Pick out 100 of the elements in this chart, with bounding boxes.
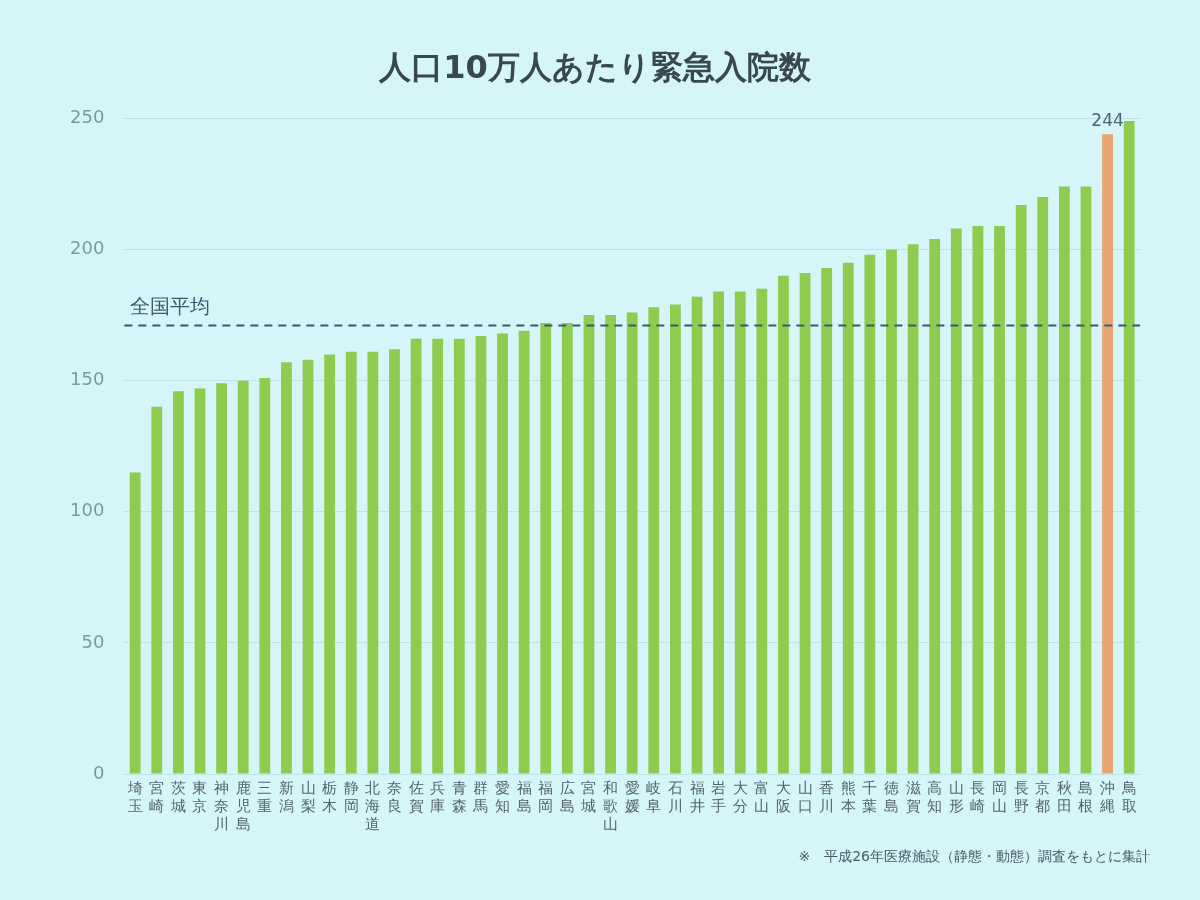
chart-title: 人口10万人あたり緊急入院数 [378, 47, 812, 86]
bar [1037, 197, 1049, 774]
bar [799, 273, 811, 774]
bar [367, 351, 379, 774]
x-tick-label: 和歌山 [603, 778, 619, 833]
bar [1123, 121, 1135, 774]
x-tick-label: 茨城 [169, 778, 186, 815]
bar [410, 338, 422, 774]
bar [583, 315, 595, 774]
y-tick-label: 250 [70, 106, 105, 128]
bar [129, 472, 141, 774]
x-tick-label: 香川 [819, 778, 835, 815]
x-tick-label: 千葉 [862, 778, 878, 815]
bar [842, 262, 854, 774]
y-tick-label: 100 [70, 499, 105, 521]
x-tick-label: 大阪 [775, 778, 791, 815]
bar [756, 288, 768, 774]
bar [648, 307, 660, 774]
x-tick-label: 鳥取 [1120, 778, 1137, 815]
x-tick-label: 愛知 [495, 778, 511, 815]
bar [821, 267, 833, 774]
bar [886, 249, 897, 774]
x-tick-label: 福岡 [538, 778, 554, 815]
x-tick-label: 三重 [257, 778, 273, 815]
x-tick-label: 大分 [732, 778, 748, 815]
x-tick-label: 岐阜 [646, 778, 662, 815]
x-tick-label: 北海道 [365, 778, 381, 833]
x-tick-label: 岡山 [992, 778, 1008, 815]
x-tick-label: 神奈川 [214, 778, 230, 833]
bar [929, 239, 941, 774]
bar [670, 304, 681, 774]
y-tick-label: 150 [70, 368, 105, 390]
bar [713, 291, 725, 774]
x-tick-label: 佐賀 [408, 778, 424, 815]
bar [994, 225, 1005, 774]
bar [216, 383, 227, 774]
x-tick-label: 栃木 [322, 778, 338, 815]
bar [950, 228, 962, 774]
bar [734, 291, 746, 774]
x-tick-label: 富山 [754, 778, 770, 815]
bar [389, 349, 400, 774]
x-tick-label: 広島 [559, 778, 575, 815]
x-tick-label: 静岡 [343, 778, 359, 815]
bar [302, 359, 314, 774]
bar [1058, 186, 1070, 774]
bar [432, 338, 444, 774]
bar [1015, 204, 1027, 774]
x-tick-label: 兵庫 [430, 778, 446, 815]
x-tick-label: 福島 [516, 778, 532, 815]
bar [864, 254, 876, 774]
x-tick-label: 新潟 [278, 778, 294, 815]
text: ※ 平成26年医療施設（静態・動態）調査をもとに集計 [798, 847, 1150, 864]
x-tick-label: 京都 [1035, 778, 1051, 815]
data-label: 244 [1091, 110, 1124, 131]
x-tick-label: 長野 [1013, 778, 1029, 815]
bar [345, 351, 357, 774]
bar [1080, 186, 1092, 774]
bar [281, 362, 292, 774]
x-tick-label: 奈良 [386, 778, 402, 815]
bar [259, 378, 271, 774]
x-tick-label: 熊本 [840, 778, 856, 815]
x-tick-label: 東京 [192, 778, 208, 815]
x-tick-label: 島根 [1078, 778, 1094, 815]
bar [237, 380, 249, 774]
bar [626, 312, 638, 774]
x-tick-label: 福井 [689, 778, 705, 815]
x-tick-label: 高知 [927, 778, 943, 815]
bar [691, 296, 703, 774]
x-tick-label: 埼玉 [126, 778, 143, 815]
bar [324, 354, 336, 774]
bar [605, 315, 616, 774]
x-tick-label: 鹿児島 [235, 778, 251, 833]
bar [972, 225, 984, 774]
bar [1102, 134, 1113, 774]
bar [151, 406, 163, 774]
bar [497, 333, 508, 774]
x-tick-label: 沖縄 [1099, 778, 1116, 815]
bar [172, 391, 184, 774]
x-tick-label: 秋田 [1056, 778, 1072, 815]
x-tick-label: 青森 [451, 778, 467, 815]
x-tick-label: 徳島 [883, 778, 899, 815]
y-tick-label: 200 [70, 237, 105, 259]
bar [561, 322, 573, 774]
y-tick-label: 0 [92, 761, 105, 783]
bar [453, 338, 465, 774]
bar [907, 244, 919, 774]
x-tick-label: 山梨 [300, 778, 316, 815]
x-tick-label: 石川 [667, 778, 683, 815]
x-tick-label: 山口 [797, 778, 813, 815]
x-tick-label: 長崎 [970, 778, 986, 815]
x-tick-label: 愛媛 [624, 778, 640, 815]
x-tick-label: 群馬 [472, 778, 489, 815]
bar [540, 322, 552, 774]
x-tick-label: 宮城 [580, 778, 597, 815]
x-tick-label: 山形 [948, 778, 964, 815]
bar [475, 336, 487, 774]
x-tick-label: 宮崎 [149, 778, 165, 815]
x-tick-label: 滋賀 [905, 778, 921, 815]
bar [518, 330, 530, 774]
bar [194, 388, 206, 774]
